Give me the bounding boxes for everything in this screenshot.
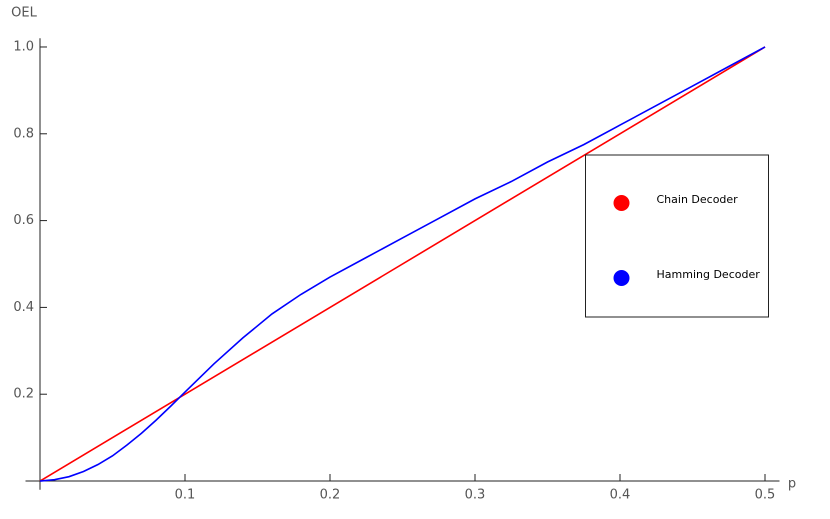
legend-label: Hamming Decoder [657, 268, 761, 281]
y-tick-label: 0.2 [13, 387, 34, 402]
y-axis-label: OEL [11, 6, 37, 21]
legend-marker [613, 270, 630, 286]
x-tick-label: 0.2 [320, 488, 341, 503]
line [39, 46, 766, 482]
line [39, 46, 766, 482]
y-tick-label: 1.0 [13, 39, 34, 54]
x-tick-label: 0.4 [610, 488, 631, 503]
x-axis-label: p [788, 477, 796, 492]
x-tick-label: 0.3 [465, 488, 486, 503]
y-tick-label: 0.4 [13, 300, 34, 315]
y-tick-label: 0.6 [13, 213, 34, 228]
legend-label: Chain Decoder [657, 193, 739, 206]
legend-marker [613, 195, 630, 211]
x-tick-label: 0.1 [175, 488, 196, 503]
legend-box [585, 154, 769, 318]
y-tick-label: 0.8 [13, 126, 34, 141]
x-tick-label: 0.5 [755, 488, 776, 503]
